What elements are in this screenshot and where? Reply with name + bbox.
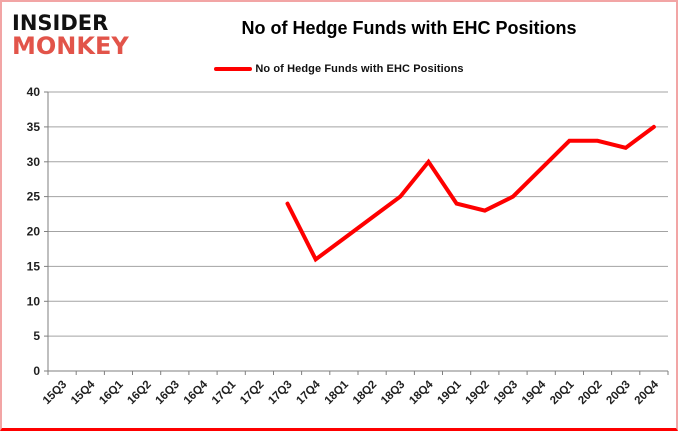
svg-text:20Q1: 20Q1 (548, 378, 577, 407)
svg-text:20Q3: 20Q3 (604, 379, 632, 407)
svg-text:5: 5 (33, 329, 40, 343)
insider-monkey-logo: INSIDER MONKEY (12, 11, 129, 61)
svg-text:19Q3: 19Q3 (492, 379, 520, 407)
svg-text:20Q2: 20Q2 (576, 379, 604, 407)
logo-text-insider: INSIDER (12, 11, 109, 35)
svg-text:40: 40 (27, 85, 41, 99)
logo-text-monkey: MONKEY (12, 32, 129, 61)
svg-text:10: 10 (27, 294, 41, 308)
legend: No of Hedge Funds with EHC Positions (2, 63, 676, 75)
svg-text:30: 30 (27, 155, 41, 169)
svg-text:18Q4: 18Q4 (407, 378, 436, 407)
svg-text:15Q4: 15Q4 (69, 378, 98, 407)
svg-text:17Q1: 17Q1 (210, 378, 239, 407)
svg-text:19Q2: 19Q2 (464, 379, 492, 407)
svg-text:17Q2: 17Q2 (238, 379, 266, 407)
svg-text:16Q2: 16Q2 (125, 379, 153, 407)
legend-line-swatch-icon (214, 67, 253, 71)
svg-text:35: 35 (27, 120, 41, 134)
chart-title: No of Hedge Funds with EHC Positions (241, 18, 577, 38)
legend-series-label: No of Hedge Funds with EHC Positions (255, 63, 464, 75)
svg-text:20: 20 (27, 225, 41, 239)
svg-text:16Q1: 16Q1 (97, 378, 126, 407)
svg-text:18Q2: 18Q2 (351, 379, 379, 407)
svg-text:17Q3: 17Q3 (266, 379, 294, 407)
svg-text:25: 25 (27, 190, 41, 204)
svg-text:18Q3: 18Q3 (379, 379, 407, 407)
svg-text:20Q4: 20Q4 (633, 378, 662, 407)
svg-text:15: 15 (27, 259, 41, 273)
svg-text:19Q1: 19Q1 (435, 378, 464, 407)
svg-text:17Q4: 17Q4 (294, 378, 323, 407)
svg-text:19Q4: 19Q4 (520, 378, 549, 407)
svg-text:0: 0 (33, 364, 40, 378)
svg-text:18Q1: 18Q1 (323, 378, 352, 407)
svg-text:15Q3: 15Q3 (41, 379, 69, 407)
svg-text:16Q4: 16Q4 (182, 378, 211, 407)
svg-text:16Q3: 16Q3 (154, 379, 182, 407)
